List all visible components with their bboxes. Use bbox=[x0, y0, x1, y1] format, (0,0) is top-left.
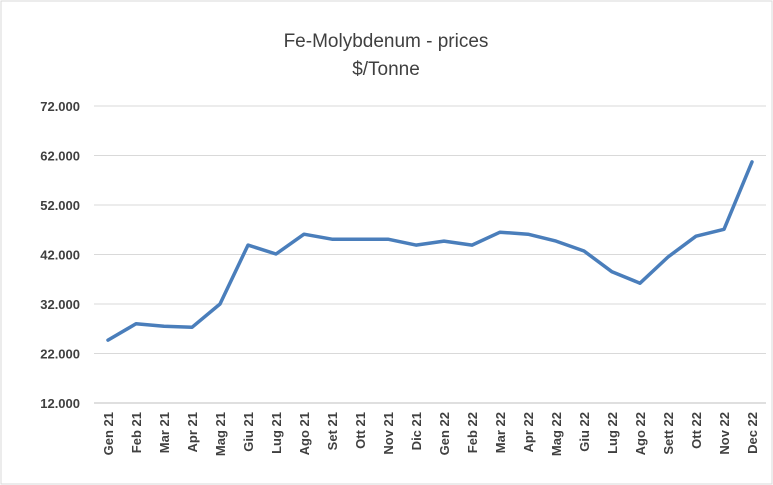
x-tick-label: Mag 22 bbox=[549, 412, 564, 456]
price-line bbox=[106, 160, 754, 342]
y-tick-label: 62.000 bbox=[40, 149, 80, 164]
chart-title: Fe-Molybdenum - prices bbox=[284, 31, 489, 52]
x-tick-label: Giu 21 bbox=[241, 412, 256, 452]
x-tick-label: Lug 21 bbox=[269, 412, 284, 454]
x-tick-label: Ago 22 bbox=[633, 412, 648, 455]
y-tick-label: 52.000 bbox=[40, 198, 80, 213]
x-tick-label: Mar 21 bbox=[157, 412, 172, 453]
x-tick-label: Sett 22 bbox=[661, 412, 676, 455]
x-tick-label: Ott 22 bbox=[689, 412, 704, 449]
y-tick-label: 12.000 bbox=[40, 396, 80, 411]
y-tick-label: 32.000 bbox=[40, 297, 80, 312]
x-tick-label: Dic 21 bbox=[409, 412, 424, 450]
x-tick-label: Nov 21 bbox=[381, 412, 396, 455]
x-tick-label: Apr 22 bbox=[521, 412, 536, 452]
x-tick-label: Ott 21 bbox=[353, 412, 368, 449]
x-tick-label: Nov 22 bbox=[717, 412, 732, 455]
x-tick-label: Feb 22 bbox=[465, 412, 480, 453]
x-tick-label: Feb 21 bbox=[129, 412, 144, 453]
x-tick-label: Apr 21 bbox=[185, 412, 200, 452]
x-tick-label: Dec 22 bbox=[745, 412, 760, 454]
y-tick-label: 22.000 bbox=[40, 347, 80, 362]
x-tick-label: Mag 21 bbox=[213, 412, 228, 456]
x-tick-label: Ago 21 bbox=[297, 412, 312, 455]
y-tick-label: 72.000 bbox=[40, 99, 80, 114]
chart-subtitle: $/Tonne bbox=[352, 59, 420, 80]
x-tick-label: Gen 21 bbox=[101, 412, 116, 455]
x-tick-label: Mar 22 bbox=[493, 412, 508, 453]
x-tick-label: Giu 22 bbox=[577, 412, 592, 452]
x-tick-label: Lug 22 bbox=[605, 412, 620, 454]
x-tick-label: Set 21 bbox=[325, 412, 340, 450]
y-tick-label: 42.000 bbox=[40, 248, 80, 263]
x-tick-label: Gen 22 bbox=[437, 412, 452, 455]
